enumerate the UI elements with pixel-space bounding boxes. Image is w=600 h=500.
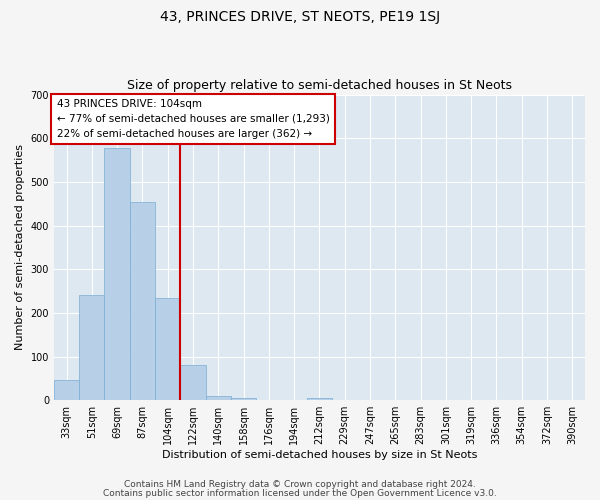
Text: Contains public sector information licensed under the Open Government Licence v3: Contains public sector information licen… xyxy=(103,488,497,498)
Text: 43, PRINCES DRIVE, ST NEOTS, PE19 1SJ: 43, PRINCES DRIVE, ST NEOTS, PE19 1SJ xyxy=(160,10,440,24)
Bar xyxy=(155,298,181,400)
Bar xyxy=(206,396,231,400)
Y-axis label: Number of semi-detached properties: Number of semi-detached properties xyxy=(15,144,25,350)
Text: 43 PRINCES DRIVE: 104sqm
← 77% of semi-detached houses are smaller (1,293)
22% o: 43 PRINCES DRIVE: 104sqm ← 77% of semi-d… xyxy=(56,99,329,138)
Bar xyxy=(231,398,256,400)
Text: Contains HM Land Registry data © Crown copyright and database right 2024.: Contains HM Land Registry data © Crown c… xyxy=(124,480,476,489)
Bar xyxy=(54,380,79,400)
Bar xyxy=(307,398,332,400)
X-axis label: Distribution of semi-detached houses by size in St Neots: Distribution of semi-detached houses by … xyxy=(162,450,477,460)
Title: Size of property relative to semi-detached houses in St Neots: Size of property relative to semi-detach… xyxy=(127,79,512,92)
Bar xyxy=(130,202,155,400)
Bar xyxy=(104,148,130,400)
Bar xyxy=(79,294,104,400)
Bar xyxy=(181,366,206,400)
